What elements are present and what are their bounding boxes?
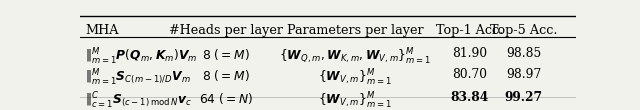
Text: 83.84: 83.84 bbox=[450, 91, 488, 104]
Text: MHA: MHA bbox=[85, 24, 118, 37]
Text: Top-5 Acc.: Top-5 Acc. bbox=[490, 24, 557, 37]
Text: $\|_{m=1}^{M}\boldsymbol{P}(\boldsymbol{Q}_m,\boldsymbol{K}_m)\boldsymbol{V}_m$: $\|_{m=1}^{M}\boldsymbol{P}(\boldsymbol{… bbox=[85, 47, 198, 67]
Text: $\{\boldsymbol{W}_{Q,m},\boldsymbol{W}_{K,m},\boldsymbol{W}_{V,m}\}_{m=1}^{M}$: $\{\boldsymbol{W}_{Q,m},\boldsymbol{W}_{… bbox=[279, 47, 431, 67]
Text: Top-1 Acc.: Top-1 Acc. bbox=[436, 24, 503, 37]
Text: $64\ (=N)$: $64\ (=N)$ bbox=[199, 91, 253, 106]
Text: Parameters per layer: Parameters per layer bbox=[287, 24, 424, 37]
Text: $\{\boldsymbol{W}_{V,m}\}_{m=1}^{M}$: $\{\boldsymbol{W}_{V,m}\}_{m=1}^{M}$ bbox=[319, 91, 392, 110]
Text: 81.90: 81.90 bbox=[452, 47, 487, 60]
Text: $\|_{m=1}^{M}\boldsymbol{S}_{C(m-1)/D}\boldsymbol{V}_m$: $\|_{m=1}^{M}\boldsymbol{S}_{C(m-1)/D}\b… bbox=[85, 68, 191, 88]
Text: 99.27: 99.27 bbox=[505, 91, 543, 104]
Text: $\|_{c=1}^{C}\boldsymbol{S}_{(c-1)\,\mathrm{mod}\,N}\boldsymbol{v}_c$: $\|_{c=1}^{C}\boldsymbol{S}_{(c-1)\,\mat… bbox=[85, 91, 192, 110]
Text: 98.97: 98.97 bbox=[506, 68, 541, 81]
Text: $8\ (=M)$: $8\ (=M)$ bbox=[202, 68, 250, 83]
Text: $\{\boldsymbol{W}_{V,m}\}_{m=1}^{M}$: $\{\boldsymbol{W}_{V,m}\}_{m=1}^{M}$ bbox=[319, 68, 392, 88]
Text: 98.85: 98.85 bbox=[506, 47, 541, 60]
Text: $8\ (=M)$: $8\ (=M)$ bbox=[202, 47, 250, 62]
Text: #Heads per layer: #Heads per layer bbox=[170, 24, 284, 37]
Text: 80.70: 80.70 bbox=[452, 68, 487, 81]
